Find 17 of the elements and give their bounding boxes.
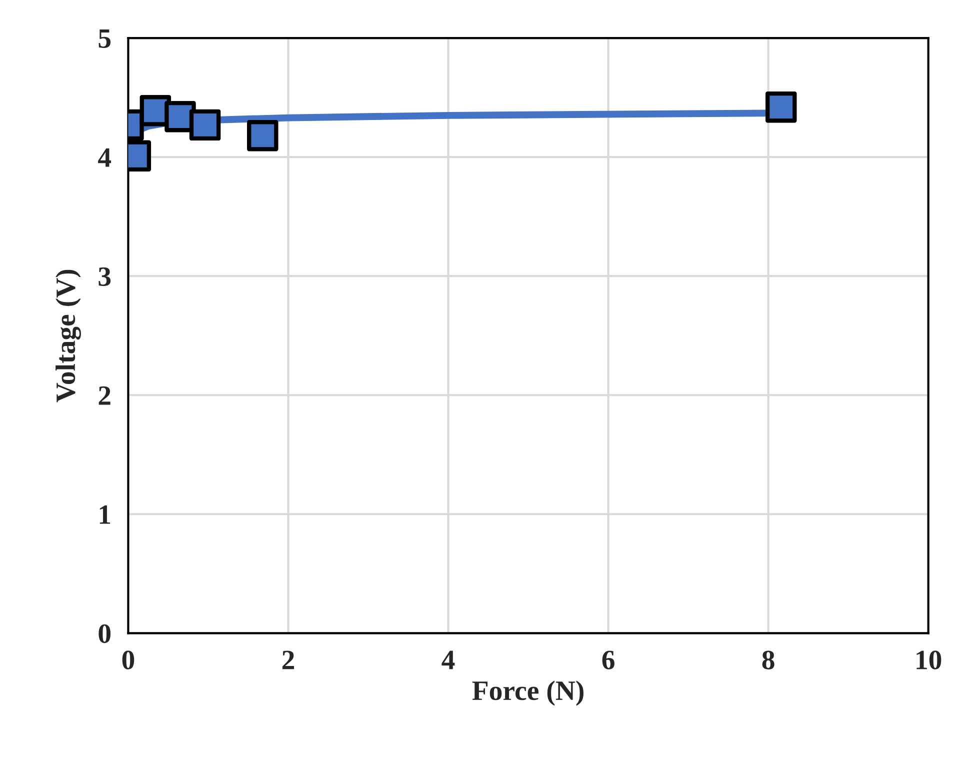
y-tick-label: 4 [98, 148, 112, 167]
x-tick-label: 10 [916, 650, 942, 670]
y-tick-label: 3 [98, 267, 111, 286]
x-tick-label: 4 [442, 650, 455, 670]
y-tick-label: 5 [98, 29, 111, 48]
x-tick-label: 2 [282, 650, 294, 670]
x-tick-label: 0 [122, 650, 134, 670]
x-tick-label: 6 [602, 650, 614, 670]
point [189, 109, 221, 141]
point [247, 120, 278, 152]
y-tick-label: 1 [100, 505, 110, 524]
x-axis-title: Force (N) [472, 680, 584, 706]
y-axis-title: Voltage (V) [56, 270, 81, 402]
y-tick-label: 0 [98, 624, 110, 644]
point [765, 91, 797, 123]
x-tick-label: 8 [762, 650, 774, 670]
y-tick-label: 2 [98, 386, 110, 405]
